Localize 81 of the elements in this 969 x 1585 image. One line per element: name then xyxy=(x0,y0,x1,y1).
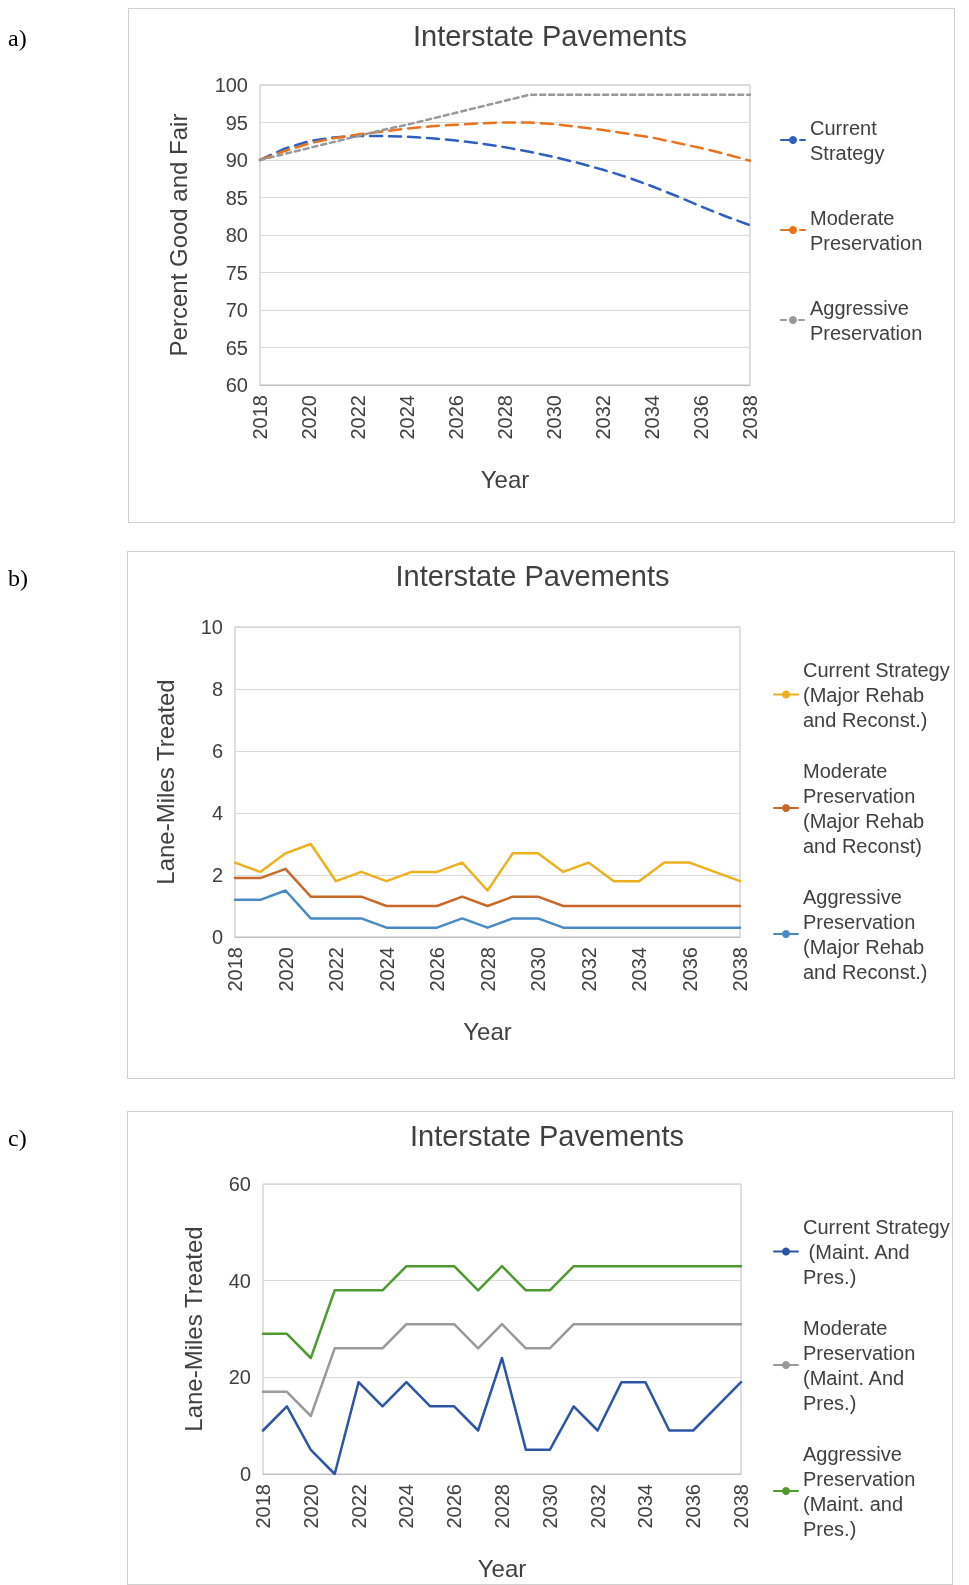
chart-title: Interstate Pavements xyxy=(409,1119,685,1152)
text: b) xyxy=(8,565,28,591)
chart-title: Interstate Pavements xyxy=(412,19,688,52)
y-tick-label: 6 xyxy=(211,740,223,762)
legend-label: Aggressive Preservation xyxy=(810,296,923,344)
y-tick-label: 90 xyxy=(225,149,248,171)
line-series xyxy=(233,867,742,908)
y-tick-label: 65 xyxy=(225,336,248,359)
y-tick-label: 4 xyxy=(211,802,223,824)
y-axis-title: Lane-Miles Treated xyxy=(179,1226,207,1432)
x-tick-label: 2018 xyxy=(224,947,246,992)
x-tick-label: 2032 xyxy=(592,395,614,440)
y-tick-label: 60 xyxy=(225,374,248,396)
x-tick-label: 2038 xyxy=(730,1484,752,1529)
legend-label: Moderate Preservation (Maint. And Pres.) xyxy=(803,1316,921,1414)
y-tick-label: 0 xyxy=(211,926,223,948)
y-axis-title: Percent Good and Fair xyxy=(164,113,192,357)
legend-label: Current Strategy (Major Rehab and Reconst.) xyxy=(803,658,956,731)
x-tick-label: 2032 xyxy=(586,1484,609,1529)
x-tick-label: 2036 xyxy=(690,395,712,440)
x-tick-label: 2020 xyxy=(298,395,320,440)
x-tick-label: 2024 xyxy=(375,947,398,992)
x-tick-label: 2028 xyxy=(476,947,499,992)
y-tick-label: 95 xyxy=(225,111,248,134)
legend-label: Current Strategy (Maint. And Pres.) xyxy=(803,1215,950,1288)
x-tick-label: 2020 xyxy=(274,947,297,992)
x-tick-label: 2022 xyxy=(347,1484,370,1529)
y-tick-label: 10 xyxy=(200,616,223,638)
chart-title: Interstate Pavements xyxy=(395,559,670,592)
y-tick-label: 40 xyxy=(228,1269,251,1292)
y-tick-label: 2 xyxy=(211,864,223,886)
legend-label: Current Strategy xyxy=(810,116,885,164)
x-tick-label: 2028 xyxy=(491,1484,513,1529)
y-tick-label: 60 xyxy=(228,1173,251,1195)
line-series xyxy=(233,889,742,929)
legend-label: Aggressive Preservation (Maint. and Pres.) xyxy=(803,1442,921,1540)
x-tick-label: 2024 xyxy=(396,395,418,440)
legend-label: Moderate Preservation xyxy=(810,206,923,254)
x-tick-label: 2024 xyxy=(395,1484,418,1529)
line-series xyxy=(261,1264,743,1360)
x-tick-label: 2036 xyxy=(682,1484,705,1529)
y-tick-label: 8 xyxy=(211,678,223,700)
legend-label: Aggressive Preservation (Major Rehab and Reconst.) xyxy=(803,885,930,983)
x-tick-label: 2036 xyxy=(678,947,701,992)
x-tick-label: 2022 xyxy=(325,947,347,992)
x-tick-label: 2028 xyxy=(494,395,516,440)
line-series xyxy=(258,93,752,162)
y-tick-label: 100 xyxy=(214,74,248,96)
x-tick-label: 2030 xyxy=(538,1484,561,1529)
line-series xyxy=(258,121,752,162)
x-tick-label: 2026 xyxy=(426,947,448,992)
x-tick-label: 2026 xyxy=(445,395,467,440)
y-tick-label: 75 xyxy=(225,261,248,284)
legend-label: Moderate Preservation (Major Rehab and Reconst) xyxy=(803,759,930,857)
x-tick-label: 2018 xyxy=(252,1484,274,1529)
text: a) xyxy=(8,25,27,51)
y-tick-label: 70 xyxy=(225,299,248,321)
x-tick-label: 2026 xyxy=(443,1484,466,1529)
y-tick-label: 85 xyxy=(225,186,248,209)
x-tick-label: 2034 xyxy=(641,395,663,440)
y-tick-label: 20 xyxy=(228,1366,251,1389)
line-series xyxy=(261,1356,743,1476)
x-tick-label: 2034 xyxy=(634,1484,657,1529)
x-tick-label: 2020 xyxy=(299,1484,322,1529)
x-tick-label: 2038 xyxy=(739,395,761,440)
x-tick-label: 2022 xyxy=(347,395,369,440)
x-tick-label: 2038 xyxy=(729,947,751,992)
x-axis-title: Year xyxy=(463,1017,512,1045)
text: c) xyxy=(8,1125,27,1151)
x-tick-label: 2032 xyxy=(577,947,600,992)
line-series xyxy=(261,1322,743,1418)
x-axis-title: Year xyxy=(480,465,530,493)
x-tick-label: 2030 xyxy=(527,947,549,992)
line-series xyxy=(233,842,742,892)
y-axis-title: Lane-Miles Treated xyxy=(151,679,179,885)
x-tick-label: 2030 xyxy=(543,395,565,440)
x-axis-title: Year xyxy=(477,1554,527,1582)
y-tick-label: 0 xyxy=(239,1463,251,1485)
x-tick-label: 2018 xyxy=(249,395,271,440)
y-tick-label: 80 xyxy=(225,224,248,246)
x-tick-label: 2034 xyxy=(628,947,650,992)
